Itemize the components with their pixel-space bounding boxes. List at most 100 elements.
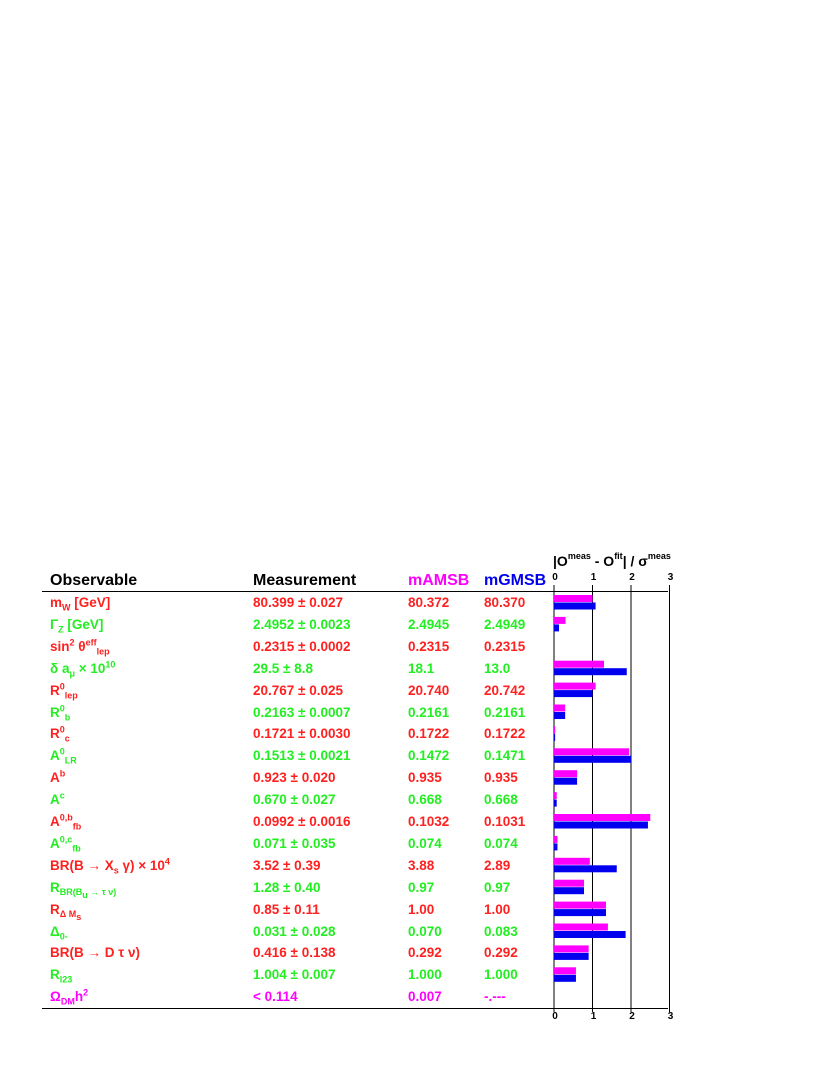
- axis-title: |Omeas - Ofit| / σmeas: [553, 551, 671, 569]
- bottom-tick-label: 1: [591, 1011, 597, 1022]
- model-a-cell: 18.1: [408, 660, 435, 676]
- measurement-cell: < 0.114: [253, 989, 298, 1005]
- bottom-tick-label: 0: [552, 1011, 558, 1022]
- model-b-cell: 0.935: [484, 770, 518, 786]
- model-b-cell: 0.2315: [484, 638, 526, 654]
- axis-title-bar: | /: [623, 553, 639, 569]
- model-b-cell: 0.1722: [484, 726, 526, 742]
- model-a-cell: 0.1032: [408, 814, 450, 829]
- measurement-cell: 0.071 ± 0.035: [253, 835, 336, 851]
- observable-cell: Rl23: [50, 967, 73, 985]
- bar-mgmsb: [554, 909, 606, 917]
- bar-mamsb: [554, 814, 651, 821]
- axis-title-sigma: σ: [638, 553, 648, 569]
- model-a-cell: 20.740: [408, 682, 450, 698]
- observable-cell: A0,bfb: [50, 812, 82, 832]
- bar-mgmsb: [554, 865, 617, 873]
- bar-mamsb: [554, 616, 566, 624]
- bar-mamsb: [554, 770, 578, 778]
- measurement-cell: 1.28 ± 0.40: [253, 879, 321, 895]
- measurement-cell: 0.0992 ± 0.0016: [253, 814, 351, 829]
- axis-title-minus: - O: [591, 553, 614, 569]
- model-b-cell: 0.1471: [484, 748, 526, 764]
- observable-cell: BR(B → D τ ν): [50, 945, 141, 961]
- model-b-cell: 0.668: [484, 792, 518, 808]
- model-a-cell: 1.000: [408, 967, 442, 983]
- model-a-cell: 3.88: [408, 857, 435, 873]
- model-a-cell: 0.2161: [408, 704, 450, 720]
- measurement-cell: 0.031 ± 0.028: [253, 923, 336, 939]
- measurement-cell: 1.004 ± 0.007: [253, 967, 336, 983]
- bottom-tick-label: 2: [629, 1011, 635, 1022]
- bar-mgmsb: [554, 668, 627, 676]
- bar-mgmsb: [554, 777, 578, 785]
- model-b-cell: 1.000: [484, 967, 518, 983]
- observable-cell: A0LR: [50, 746, 77, 766]
- model-a-cell: 0.070: [408, 923, 442, 939]
- bar-mamsb: [554, 595, 593, 602]
- model-a-cell: 0.935: [408, 770, 442, 786]
- measurement-cell: 0.670 ± 0.027: [253, 792, 336, 808]
- measurement-cell: 29.5 ± 8.8: [253, 660, 313, 676]
- model-b-cell: 2.4949: [484, 616, 526, 632]
- measurement-cell: 0.2163 ± 0.0007: [253, 704, 351, 720]
- observable-cell: ΓZ [GeV]: [50, 616, 104, 635]
- bar-mgmsb: [554, 690, 593, 698]
- model-a-cell: 1.00: [408, 901, 435, 917]
- model-b-cell: 2.89: [484, 857, 511, 873]
- bar-mgmsb: [554, 821, 648, 829]
- measurement-cell: 0.923 ± 0.020: [253, 770, 336, 786]
- measurement-cell: 0.85 ± 0.11: [253, 901, 320, 917]
- axis-title-meas-sup: meas: [568, 551, 591, 561]
- observable-cell: Ab: [50, 768, 66, 786]
- bar-mamsb: [554, 879, 585, 887]
- model-b-cell: 0.292: [484, 945, 518, 961]
- observable-cell: mW [GeV]: [50, 595, 111, 613]
- header-measurement: Measurement: [253, 572, 357, 589]
- top-tick-label: 3: [668, 572, 674, 583]
- model-b-cell: 1.00: [484, 901, 511, 917]
- bar-mgmsb: [554, 733, 556, 741]
- bar-mgmsb: [554, 624, 560, 632]
- bar-mamsb: [554, 923, 608, 931]
- bar-mamsb: [554, 726, 556, 734]
- observable-cell: R0c: [50, 724, 70, 745]
- bar-mgmsb: [554, 712, 566, 719]
- chart-ticks: 0 0 1 1 2 2 3 3: [552, 572, 674, 1022]
- measurement-cell: 80.399 ± 0.027: [253, 595, 343, 610]
- table-bottom-rule: [42, 1008, 668, 1009]
- observable-cell: R0b: [50, 703, 71, 723]
- model-b-cell: 0.97: [484, 879, 511, 895]
- header-model-b: mGMSB: [484, 572, 547, 589]
- model-b-cell: 13.0: [484, 660, 511, 676]
- observable-cell: ΩDMh2: [50, 987, 89, 1007]
- observable-cell: δ aμ × 1010: [50, 659, 116, 679]
- top-tick-label: 0: [552, 572, 558, 583]
- bar-mgmsb: [554, 602, 596, 610]
- measurement-cell: 0.2315 ± 0.0002: [253, 638, 351, 654]
- model-a-cell: 0.668: [408, 792, 442, 808]
- bar-mamsb: [554, 660, 605, 668]
- table-top-rule: [42, 591, 668, 592]
- model-a-cell: 2.4945: [408, 616, 450, 632]
- axis-title-o: |O: [553, 553, 568, 569]
- bar-mgmsb: [554, 952, 589, 960]
- model-b-cell: 80.370: [484, 595, 526, 610]
- model-a-cell: 0.292: [408, 945, 442, 961]
- observable-cell: RΔ Ms: [50, 901, 82, 923]
- top-tick-label: 2: [629, 572, 635, 583]
- axis-title-sigma-sup: meas: [648, 551, 671, 561]
- observable-cell: Δ0-: [50, 923, 68, 942]
- header-model-a: mAMSB: [408, 572, 470, 589]
- model-b-cell: 0.1031: [484, 814, 526, 829]
- model-b-cell: 20.742: [484, 682, 526, 698]
- bar-mgmsb: [554, 843, 558, 851]
- axis-title-fit-sup: fit: [614, 551, 623, 561]
- observable-cell: BR(B → Xs γ) × 104: [50, 856, 170, 876]
- model-a-cell: 0.1472: [408, 748, 450, 764]
- chart-bars: [554, 595, 651, 982]
- top-tick-label: 1: [591, 572, 597, 583]
- bar-mamsb: [554, 901, 606, 909]
